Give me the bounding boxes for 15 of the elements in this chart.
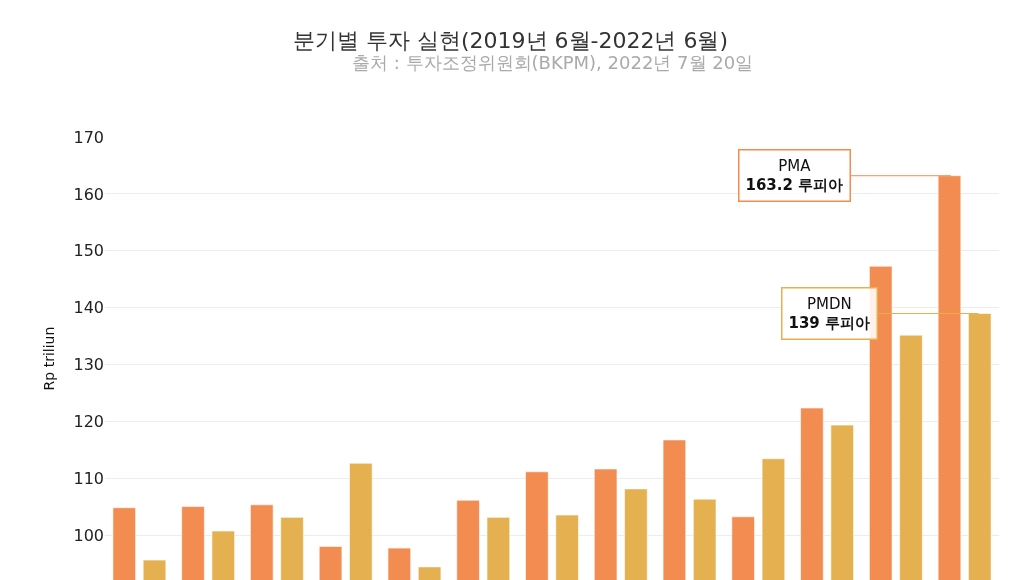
chart-title: 분기별 투자 실현(2019년 6월-2022년 6월) [292,28,729,54]
y-tick-label: 100 [73,526,104,546]
y-tick-label: 150 [73,241,104,261]
text: PMA [778,156,812,175]
y-tick-label: 120 [73,412,104,432]
y-tick-label: 160 [73,184,104,204]
text: PMDN [806,294,852,313]
annotation: 163.2 루피아 [745,176,844,194]
y-axis-title: Rp triliun [41,326,58,391]
annotation: 139 루피아 [788,314,871,332]
y-tick-label: 140 [73,298,104,318]
y-tick-label: 130 [73,355,104,375]
y-tick-label: 170 [73,127,104,147]
y-tick-label: 110 [73,469,104,489]
chart-subtitle: 출처 : 투자조정위원회(BKPM), 2022년 7월 20일 [352,52,754,73]
